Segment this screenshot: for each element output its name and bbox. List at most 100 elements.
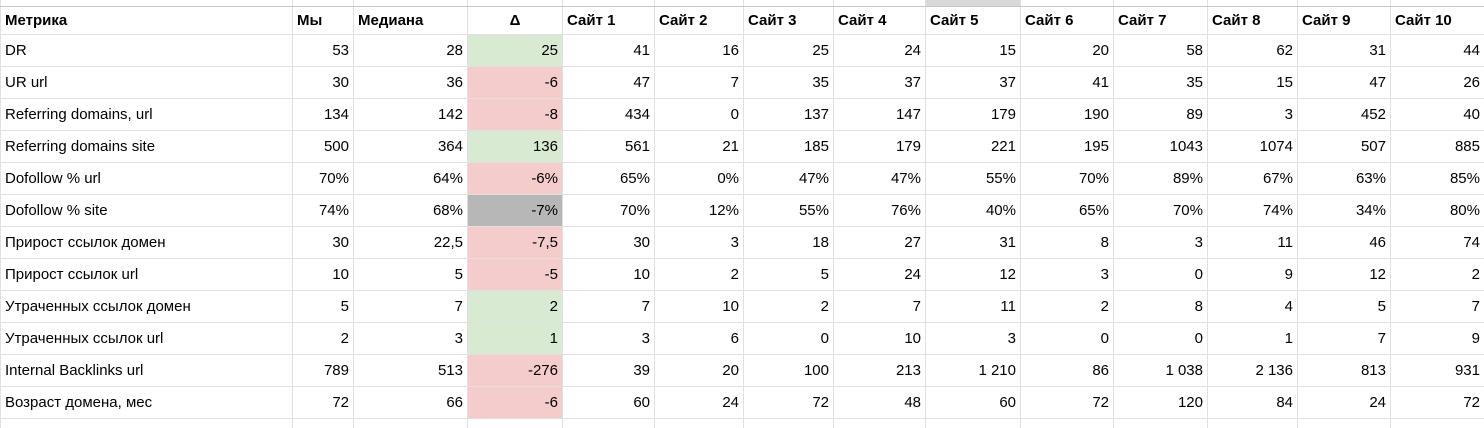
cell-delta[interactable]: -6: [467, 65, 563, 99]
partial-cell[interactable]: [292, 417, 354, 428]
cell-site-4[interactable]: 76%: [833, 193, 926, 227]
column-header-сайт-4[interactable]: Сайт 4: [833, 5, 926, 35]
cell-site-8[interactable]: 62: [1207, 33, 1298, 67]
cell-site-6[interactable]: 195: [1020, 129, 1114, 163]
cell-site-6[interactable]: 70%: [1020, 161, 1114, 195]
cell-site-2[interactable]: 0: [654, 97, 744, 131]
cell-site-10[interactable]: 7: [1390, 289, 1484, 323]
cell-site-2[interactable]: 10: [654, 289, 744, 323]
cell-median[interactable]: 364: [353, 129, 468, 163]
cell-site-6[interactable]: 86: [1020, 353, 1114, 387]
cell-site-6[interactable]: 8: [1020, 225, 1114, 259]
cell-site-3[interactable]: 137: [743, 97, 834, 131]
cell-site-8[interactable]: 11: [1207, 225, 1298, 259]
partial-cell[interactable]: [1390, 417, 1484, 428]
cell-site-1[interactable]: 7: [562, 289, 655, 323]
cell-site-3[interactable]: 100: [743, 353, 834, 387]
column-header-metric[interactable]: Метрика: [0, 5, 293, 35]
cell-site-9[interactable]: 507: [1297, 129, 1391, 163]
cell-site-9[interactable]: 813: [1297, 353, 1391, 387]
column-header-сайт-1[interactable]: Сайт 1: [562, 5, 655, 35]
cell-site-1[interactable]: 70%: [562, 193, 655, 227]
cell-site-6[interactable]: 41: [1020, 65, 1114, 99]
cell-site-1[interactable]: 47: [562, 65, 655, 99]
cell-site-8[interactable]: 3: [1207, 97, 1298, 131]
column-header-сайт-9[interactable]: Сайт 9: [1297, 5, 1391, 35]
column-header-сайт-2[interactable]: Сайт 2: [654, 5, 744, 35]
cell-site-5[interactable]: 3: [925, 321, 1021, 355]
cell-delta[interactable]: -8: [467, 97, 563, 131]
cell-metric[interactable]: Утраченных ссылок домен: [0, 289, 293, 323]
cell-site-6[interactable]: 65%: [1020, 193, 1114, 227]
cell-site-2[interactable]: 24: [654, 385, 744, 419]
cell-we[interactable]: 53: [292, 33, 354, 67]
cell-site-2[interactable]: 2: [654, 257, 744, 291]
cell-site-2[interactable]: 0%: [654, 161, 744, 195]
cell-site-1[interactable]: 561: [562, 129, 655, 163]
cell-delta[interactable]: 25: [467, 33, 563, 67]
cell-metric[interactable]: DR: [0, 33, 293, 67]
cell-site-2[interactable]: 16: [654, 33, 744, 67]
partial-cell[interactable]: [833, 417, 926, 428]
cell-site-8[interactable]: 15: [1207, 65, 1298, 99]
cell-site-3[interactable]: 2: [743, 289, 834, 323]
partial-cell[interactable]: [1297, 417, 1391, 428]
cell-site-2[interactable]: 3: [654, 225, 744, 259]
cell-median[interactable]: 28: [353, 33, 468, 67]
cell-site-5[interactable]: 221: [925, 129, 1021, 163]
partial-cell[interactable]: [353, 417, 468, 428]
cell-site-7[interactable]: 89%: [1113, 161, 1208, 195]
cell-site-8[interactable]: 84: [1207, 385, 1298, 419]
cell-site-5[interactable]: 60: [925, 385, 1021, 419]
partial-cell[interactable]: [654, 417, 744, 428]
cell-site-9[interactable]: 47: [1297, 65, 1391, 99]
cell-site-1[interactable]: 39: [562, 353, 655, 387]
partial-cell[interactable]: [1113, 417, 1208, 428]
cell-median[interactable]: 5: [353, 257, 468, 291]
cell-site-9[interactable]: 5: [1297, 289, 1391, 323]
cell-median[interactable]: 7: [353, 289, 468, 323]
cell-site-1[interactable]: 10: [562, 257, 655, 291]
cell-delta[interactable]: -5: [467, 257, 563, 291]
cell-site-4[interactable]: 24: [833, 257, 926, 291]
cell-site-5[interactable]: 15: [925, 33, 1021, 67]
cell-site-4[interactable]: 47%: [833, 161, 926, 195]
cell-site-10[interactable]: 85%: [1390, 161, 1484, 195]
cell-site-4[interactable]: 7: [833, 289, 926, 323]
cell-site-6[interactable]: 20: [1020, 33, 1114, 67]
cell-site-1[interactable]: 3: [562, 321, 655, 355]
column-header-сайт-5[interactable]: Сайт 5: [925, 5, 1021, 35]
partial-cell[interactable]: [467, 417, 563, 428]
cell-site-3[interactable]: 72: [743, 385, 834, 419]
partial-cell[interactable]: [1020, 417, 1114, 428]
cell-median[interactable]: 66: [353, 385, 468, 419]
partial-cell[interactable]: [743, 417, 834, 428]
cell-site-9[interactable]: 34%: [1297, 193, 1391, 227]
cell-site-7[interactable]: 120: [1113, 385, 1208, 419]
cell-site-7[interactable]: 58: [1113, 33, 1208, 67]
cell-site-7[interactable]: 3: [1113, 225, 1208, 259]
column-header-сайт-10[interactable]: Сайт 10: [1390, 5, 1484, 35]
cell-site-7[interactable]: 1 038: [1113, 353, 1208, 387]
cell-median[interactable]: 513: [353, 353, 468, 387]
cell-site-6[interactable]: 3: [1020, 257, 1114, 291]
cell-site-3[interactable]: 185: [743, 129, 834, 163]
column-header-сайт-7[interactable]: Сайт 7: [1113, 5, 1208, 35]
cell-delta[interactable]: 136: [467, 129, 563, 163]
cell-site-4[interactable]: 179: [833, 129, 926, 163]
cell-site-4[interactable]: 213: [833, 353, 926, 387]
cell-site-6[interactable]: 72: [1020, 385, 1114, 419]
cell-site-5[interactable]: 179: [925, 97, 1021, 131]
cell-site-8[interactable]: 67%: [1207, 161, 1298, 195]
cell-site-3[interactable]: 0: [743, 321, 834, 355]
cell-delta[interactable]: -7%: [467, 193, 563, 227]
cell-delta[interactable]: -7,5: [467, 225, 563, 259]
cell-site-7[interactable]: 70%: [1113, 193, 1208, 227]
cell-site-7[interactable]: 89: [1113, 97, 1208, 131]
cell-site-9[interactable]: 12: [1297, 257, 1391, 291]
cell-we[interactable]: 30: [292, 225, 354, 259]
cell-we[interactable]: 5: [292, 289, 354, 323]
cell-site-10[interactable]: 2: [1390, 257, 1484, 291]
cell-site-9[interactable]: 452: [1297, 97, 1391, 131]
cell-we[interactable]: 72: [292, 385, 354, 419]
